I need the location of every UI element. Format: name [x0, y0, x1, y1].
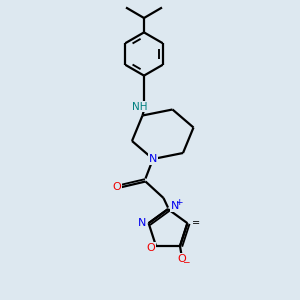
Text: NH: NH: [132, 101, 147, 112]
Text: =: =: [192, 218, 200, 228]
Text: N: N: [149, 154, 157, 164]
Text: O: O: [112, 182, 121, 193]
Text: N: N: [170, 201, 179, 211]
Text: O: O: [146, 242, 155, 253]
Text: +: +: [175, 198, 183, 207]
Text: O: O: [177, 254, 186, 264]
Text: N: N: [138, 218, 146, 228]
Text: −: −: [182, 258, 190, 267]
